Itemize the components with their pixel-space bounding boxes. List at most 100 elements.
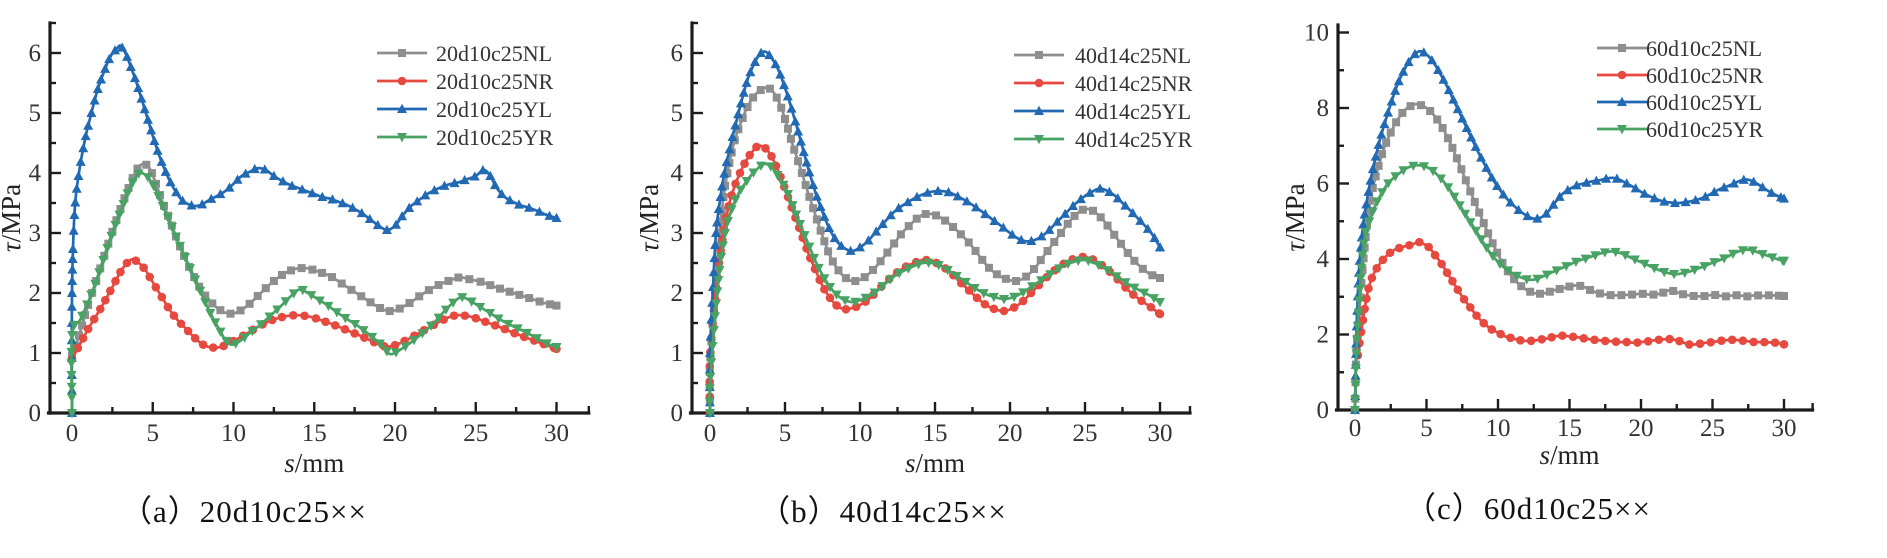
data-point-marker [980,208,991,219]
legend: 20d10c25NL 20d10c25NR 20d10c25YL 20d10c25YR [377,41,554,150]
data-point-marker [964,286,974,295]
legend-marker [1035,51,1043,59]
x-tick-label: 5 [779,420,792,447]
data-point-marker [149,135,160,145]
data-point-marker [1700,191,1711,201]
data-point-marker [705,409,715,419]
data-point-marker [1360,228,1371,238]
tick-labels: 0 1 2 3 4 5 6 0 5 10 15 20 25 30 [671,40,1173,447]
y-tick-label: 6 [29,40,42,67]
data-point-marker [247,327,258,337]
data-point-marker [708,267,719,277]
data-point-marker [269,277,278,285]
data-point-marker [106,286,115,296]
data-point-marker [66,393,77,403]
data-point-marker [323,301,334,312]
x-tick-label: 15 [1557,415,1582,442]
data-point-marker [1484,229,1493,238]
data-point-marker [1610,247,1621,258]
data-point-marker [83,120,94,130]
data-point-marker [1562,185,1573,195]
data-point-marker [980,299,990,309]
data-point-marker [902,196,913,207]
data-point-marker [834,266,843,275]
series-40d14c25YR [704,161,1165,419]
data-point-marker [1487,252,1498,262]
x-tick-label: 25 [1700,415,1725,442]
data-point-marker [1382,138,1391,147]
data-point-marker [200,298,211,308]
data-point-marker [972,293,982,303]
data-point-marker [1390,172,1401,182]
data-point-marker [1358,239,1369,249]
data-point-marker [1457,165,1466,174]
data-point-marker [1148,294,1159,304]
data-point-marker [535,297,544,306]
data-point-marker [764,49,775,60]
data-point-marker [770,59,781,69]
data-point-marker [1355,284,1366,295]
data-point-marker [1457,113,1468,123]
data-point-marker [1129,290,1138,299]
data-point-marker [163,302,173,312]
data-point-marker [1030,265,1038,273]
data-point-marker [1155,309,1165,319]
data-point-marker [1643,336,1653,346]
series-40d14c25YL [704,47,1165,417]
data-point-marker [490,179,501,190]
data-point-marker [165,177,176,187]
series-line-40d14c25YR [708,162,1161,413]
data-point-marker [1709,186,1720,196]
data-point-marker [1110,230,1119,239]
data-point-marker [964,238,973,247]
data-point-marker [912,191,922,201]
data-point-marker [1481,162,1492,172]
data-point-marker [82,300,93,310]
data-point-marker [417,329,428,339]
data-point-marker [801,157,812,167]
data-point-marker [350,319,361,330]
data-point-marker [1078,205,1087,214]
data-point-marker [1476,152,1487,162]
data-point-marker [824,222,835,233]
data-point-marker [1426,55,1437,65]
data-point-marker [723,217,733,227]
data-point-marker [364,213,375,224]
data-point-marker [1486,172,1497,182]
data-point-marker [727,131,738,141]
data-point-marker [829,232,840,243]
data-point-marker [208,299,217,308]
data-point-marker [1359,209,1370,219]
data-point-marker [869,288,880,298]
data-point-marker [485,309,496,319]
data-point-marker [67,253,78,263]
data-point-marker [215,327,226,337]
data-point-marker [80,130,91,141]
data-point-marker [66,359,77,369]
data-point-marker [1639,259,1650,269]
data-point-marker [1363,186,1374,196]
data-point-marker [1127,207,1138,218]
data-point-marker [1378,150,1387,159]
data-point-marker [1675,336,1684,346]
data-point-marker [356,207,367,218]
data-point-marker [1465,303,1475,312]
data-point-marker [1689,265,1700,276]
data-point-marker [321,317,330,327]
series-markers-20d10c25YL [66,42,562,417]
data-point-marker [1357,251,1368,261]
data-point-marker [1390,85,1401,95]
data-point-marker [166,222,177,233]
data-point-marker [876,257,885,266]
data-point-marker [1579,333,1589,343]
data-point-marker [1494,259,1505,270]
data-point-marker [1749,337,1758,347]
data-point-marker [67,287,77,297]
data-point-marker [1084,187,1095,197]
y-tick-label: 3 [29,220,42,247]
legend-label: 40d14c25NL [1075,43,1191,68]
data-point-marker [1459,294,1469,304]
data-point-marker [1360,304,1369,314]
data-point-marker [922,187,933,197]
